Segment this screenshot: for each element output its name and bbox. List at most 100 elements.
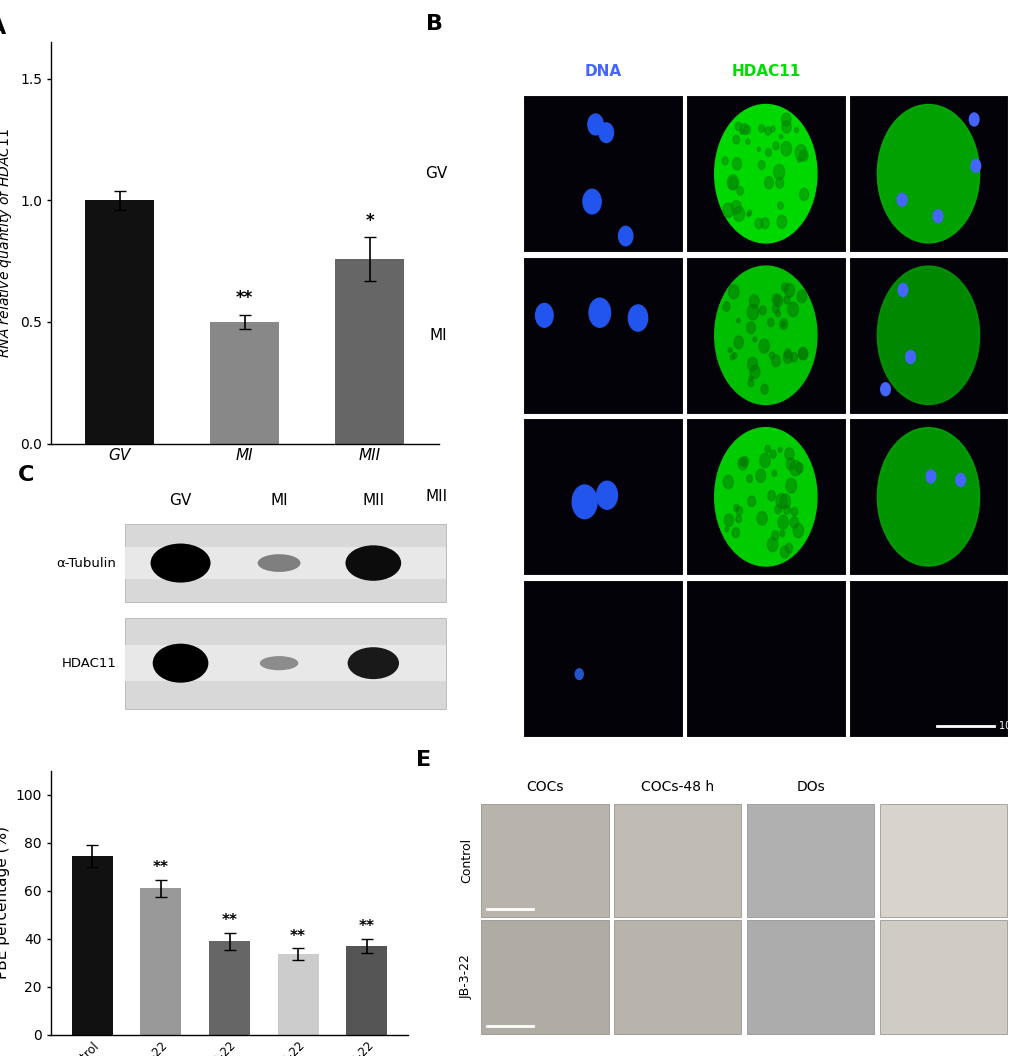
Bar bbox=[523, 418, 683, 576]
Bar bbox=[879, 804, 1006, 918]
Circle shape bbox=[741, 456, 748, 467]
Bar bbox=[686, 418, 845, 576]
Ellipse shape bbox=[345, 545, 400, 581]
Circle shape bbox=[598, 122, 612, 143]
Circle shape bbox=[731, 201, 741, 214]
Circle shape bbox=[733, 135, 739, 144]
Circle shape bbox=[780, 494, 790, 508]
Bar bbox=[209, 941, 250, 1035]
Circle shape bbox=[735, 122, 741, 131]
Circle shape bbox=[798, 347, 807, 360]
Circle shape bbox=[795, 463, 803, 473]
Circle shape bbox=[764, 446, 769, 453]
Bar bbox=[523, 95, 683, 252]
Circle shape bbox=[774, 505, 781, 514]
Circle shape bbox=[776, 215, 786, 228]
Circle shape bbox=[790, 353, 797, 362]
Bar bbox=[686, 95, 845, 252]
Bar bbox=[124, 618, 445, 709]
Circle shape bbox=[747, 210, 751, 215]
Circle shape bbox=[970, 159, 979, 172]
Text: **: ** bbox=[221, 913, 237, 928]
Circle shape bbox=[721, 156, 728, 165]
Bar bbox=[481, 804, 608, 918]
Bar bbox=[345, 946, 387, 1035]
Text: 100 μm: 100 μm bbox=[998, 721, 1019, 731]
Circle shape bbox=[722, 302, 730, 312]
Circle shape bbox=[628, 305, 647, 332]
Circle shape bbox=[756, 511, 766, 525]
Y-axis label: RNA relative quantity of $HDAC11$: RNA relative quantity of $HDAC11$ bbox=[0, 128, 14, 358]
Circle shape bbox=[758, 339, 768, 353]
Circle shape bbox=[747, 357, 757, 371]
Circle shape bbox=[765, 149, 770, 156]
Circle shape bbox=[714, 266, 816, 404]
Circle shape bbox=[779, 319, 787, 329]
Circle shape bbox=[725, 527, 728, 532]
Circle shape bbox=[760, 384, 767, 394]
Circle shape bbox=[771, 304, 779, 314]
Circle shape bbox=[736, 186, 743, 195]
Circle shape bbox=[749, 295, 758, 308]
Text: HDAC11: HDAC11 bbox=[61, 657, 116, 670]
Circle shape bbox=[776, 202, 783, 209]
Circle shape bbox=[764, 176, 772, 189]
Bar bbox=[481, 920, 608, 1034]
Circle shape bbox=[932, 210, 942, 223]
Circle shape bbox=[732, 353, 736, 359]
Circle shape bbox=[589, 298, 610, 327]
Circle shape bbox=[749, 365, 759, 379]
Circle shape bbox=[925, 470, 934, 483]
Circle shape bbox=[733, 206, 744, 222]
Circle shape bbox=[734, 336, 743, 348]
Text: MI: MI bbox=[430, 327, 447, 343]
Text: NC: NC bbox=[425, 650, 447, 666]
Bar bbox=[613, 920, 741, 1034]
Circle shape bbox=[876, 428, 978, 566]
Circle shape bbox=[772, 142, 779, 150]
Text: GV: GV bbox=[169, 493, 192, 508]
Circle shape bbox=[759, 306, 765, 315]
Circle shape bbox=[879, 382, 890, 396]
Circle shape bbox=[575, 668, 583, 680]
Circle shape bbox=[898, 283, 907, 297]
Circle shape bbox=[758, 161, 764, 170]
Circle shape bbox=[774, 310, 780, 317]
Text: Control: Control bbox=[460, 838, 473, 883]
Circle shape bbox=[739, 130, 743, 134]
Bar bbox=[124, 645, 445, 681]
Text: *: * bbox=[365, 211, 374, 229]
Circle shape bbox=[784, 448, 793, 460]
Circle shape bbox=[798, 347, 806, 359]
Circle shape bbox=[790, 516, 798, 528]
Circle shape bbox=[745, 139, 749, 145]
Y-axis label: PBE percentage (%): PBE percentage (%) bbox=[0, 827, 10, 979]
Circle shape bbox=[785, 543, 792, 553]
Circle shape bbox=[876, 266, 978, 404]
Circle shape bbox=[583, 189, 600, 214]
Circle shape bbox=[714, 428, 816, 566]
Circle shape bbox=[799, 188, 808, 201]
Circle shape bbox=[767, 318, 773, 326]
Circle shape bbox=[791, 508, 797, 516]
Circle shape bbox=[754, 219, 762, 229]
Circle shape bbox=[782, 120, 791, 133]
Circle shape bbox=[783, 352, 792, 363]
Text: MII: MII bbox=[425, 489, 447, 505]
Circle shape bbox=[781, 142, 791, 156]
Circle shape bbox=[780, 530, 784, 536]
Circle shape bbox=[771, 531, 777, 541]
Circle shape bbox=[722, 475, 733, 489]
Bar bbox=[523, 257, 683, 414]
Circle shape bbox=[770, 126, 774, 132]
Circle shape bbox=[876, 105, 978, 243]
Circle shape bbox=[777, 515, 788, 529]
Bar bbox=[746, 920, 873, 1034]
Circle shape bbox=[714, 105, 816, 243]
Ellipse shape bbox=[347, 647, 398, 679]
Bar bbox=[335, 259, 404, 444]
Circle shape bbox=[735, 515, 741, 523]
Circle shape bbox=[786, 458, 795, 470]
Circle shape bbox=[739, 458, 744, 466]
Bar bbox=[86, 201, 154, 444]
